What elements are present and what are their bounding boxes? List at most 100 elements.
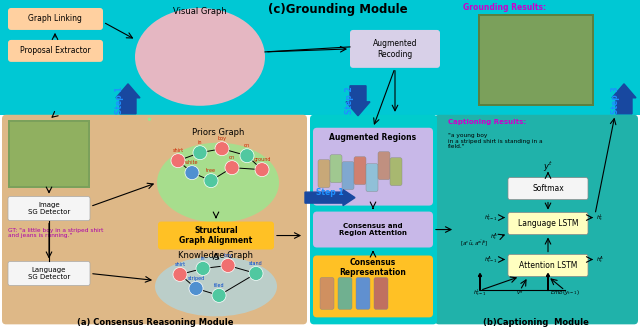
FancyBboxPatch shape — [356, 277, 370, 309]
Text: Softmax: Softmax — [532, 184, 564, 193]
Text: boy: boy — [223, 253, 232, 258]
FancyBboxPatch shape — [508, 178, 588, 200]
Circle shape — [189, 281, 203, 296]
Text: $y^t$: $y^t$ — [543, 159, 553, 174]
Text: Language LSTM: Language LSTM — [518, 219, 579, 228]
FancyBboxPatch shape — [338, 277, 352, 309]
Text: shirt: shirt — [175, 262, 186, 267]
Circle shape — [215, 142, 229, 156]
Bar — [30, 126, 66, 172]
Text: tree: tree — [206, 168, 216, 173]
FancyBboxPatch shape — [8, 40, 103, 62]
Bar — [480, 16, 592, 104]
FancyBboxPatch shape — [342, 162, 354, 190]
Text: (b)Captioning  Module: (b)Captioning Module — [483, 318, 589, 327]
Circle shape — [249, 266, 263, 280]
FancyBboxPatch shape — [378, 152, 390, 180]
FancyBboxPatch shape — [8, 196, 90, 220]
Bar — [530, 22, 588, 92]
Text: stand: stand — [249, 261, 263, 266]
Ellipse shape — [155, 256, 277, 317]
Text: striped: striped — [188, 276, 205, 281]
Bar — [10, 122, 88, 186]
Text: filed: filed — [214, 283, 224, 288]
Circle shape — [240, 149, 254, 163]
FancyBboxPatch shape — [390, 158, 402, 186]
Text: Augmented Regions: Augmented Regions — [330, 133, 417, 142]
Text: Language
SG Detector: Language SG Detector — [28, 267, 70, 280]
FancyArrow shape — [547, 274, 550, 290]
FancyArrow shape — [305, 190, 355, 206]
Text: $v^g$: $v^g$ — [516, 288, 524, 297]
Bar — [22, 134, 62, 164]
Text: on: on — [229, 155, 235, 160]
Text: boy: boy — [218, 136, 227, 141]
Text: GT: "a little boy in a striped shirt
and jeans is running.": GT: "a little boy in a striped shirt and… — [8, 228, 104, 238]
FancyBboxPatch shape — [508, 255, 588, 277]
FancyBboxPatch shape — [318, 160, 330, 188]
Text: (c)Grounding Module: (c)Grounding Module — [268, 4, 408, 16]
Text: Step 3: Step 3 — [611, 86, 621, 113]
Circle shape — [221, 258, 235, 273]
Circle shape — [171, 154, 185, 168]
Text: Captioning Results:: Captioning Results: — [448, 119, 526, 125]
Text: $h^L_{t-1}$: $h^L_{t-1}$ — [473, 287, 487, 298]
Circle shape — [193, 146, 207, 160]
FancyBboxPatch shape — [158, 221, 274, 250]
Text: Grounding Results:: Grounding Results: — [463, 4, 547, 12]
Text: Knowledge Graph: Knowledge Graph — [179, 251, 253, 260]
FancyBboxPatch shape — [330, 155, 342, 183]
Text: shirt: shirt — [172, 148, 184, 153]
Text: Priors Graph: Priors Graph — [192, 128, 244, 137]
Text: $[a^c\hat{u},a^{\hat{w}}\bar{F}]$: $[a^c\hat{u},a^{\hat{w}}\bar{F}]$ — [460, 239, 488, 248]
Text: Graph Linking: Graph Linking — [28, 14, 82, 24]
Text: $h^A_t$: $h^A_t$ — [596, 254, 604, 265]
Circle shape — [173, 267, 187, 281]
Text: $Emb(y_{t-1})$: $Emb(y_{t-1})$ — [550, 288, 580, 297]
Text: Step 1: Step 1 — [115, 86, 125, 113]
FancyBboxPatch shape — [313, 128, 433, 206]
Text: (a) Consensus Reasoning Module: (a) Consensus Reasoning Module — [77, 318, 233, 327]
Circle shape — [185, 166, 199, 180]
FancyArrow shape — [612, 84, 636, 114]
FancyBboxPatch shape — [374, 277, 388, 309]
Text: Structural
Graph Alignment: Structural Graph Alignment — [179, 226, 253, 245]
Text: on: on — [244, 143, 250, 148]
Text: in: in — [201, 256, 205, 261]
Text: $h^A_{t-1}$: $h^A_{t-1}$ — [484, 254, 498, 265]
FancyArrow shape — [479, 274, 481, 290]
FancyBboxPatch shape — [2, 115, 307, 324]
Circle shape — [204, 174, 218, 188]
Bar — [0, 0, 640, 115]
Text: $h^A_t$: $h^A_t$ — [490, 231, 498, 242]
FancyBboxPatch shape — [310, 115, 437, 324]
Bar — [478, 14, 594, 106]
Ellipse shape — [135, 8, 265, 106]
Text: Consensus
Representation: Consensus Representation — [340, 258, 406, 277]
FancyBboxPatch shape — [8, 261, 90, 285]
Circle shape — [225, 161, 239, 174]
Text: $h^L_{t-1}$: $h^L_{t-1}$ — [484, 212, 498, 223]
Bar — [8, 120, 90, 188]
FancyBboxPatch shape — [435, 115, 638, 324]
Text: $h^L_t$: $h^L_t$ — [596, 212, 604, 223]
Text: Augmented
Recoding: Augmented Recoding — [372, 39, 417, 59]
Text: Attention LSTM: Attention LSTM — [519, 261, 577, 270]
Text: "a young boy
in a striped shirt is standing in a
field.": "a young boy in a striped shirt is stand… — [448, 133, 543, 149]
Text: ground: ground — [253, 157, 271, 162]
Text: Image
SG Detector: Image SG Detector — [28, 202, 70, 215]
Circle shape — [196, 261, 210, 276]
FancyArrow shape — [116, 84, 140, 114]
Ellipse shape — [157, 143, 279, 223]
Bar — [11, 124, 63, 164]
Text: in: in — [198, 140, 202, 145]
Bar — [52, 148, 80, 168]
FancyBboxPatch shape — [350, 30, 440, 68]
Text: Step 2: Step 2 — [346, 86, 355, 113]
FancyBboxPatch shape — [366, 164, 378, 192]
Bar — [484, 20, 539, 65]
FancyBboxPatch shape — [313, 256, 433, 318]
FancyBboxPatch shape — [313, 212, 433, 248]
FancyBboxPatch shape — [8, 8, 103, 30]
Text: Visual Graph: Visual Graph — [173, 8, 227, 16]
